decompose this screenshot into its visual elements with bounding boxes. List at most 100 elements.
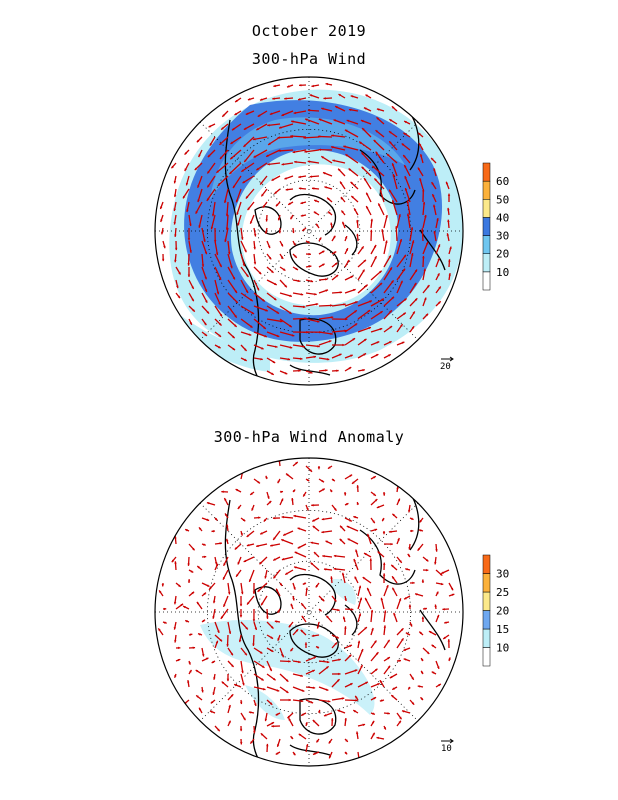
colorbar-tick-label: 20: [496, 605, 509, 618]
wind-arrow: [389, 673, 398, 679]
wind-arrow: [370, 720, 375, 727]
wind-arrow: [381, 517, 385, 522]
wind-arrow: [182, 188, 190, 199]
wind-arrow: [342, 616, 346, 623]
wind-arrow: [256, 543, 268, 548]
wind-arrow: [298, 84, 307, 87]
meridian-line: [199, 121, 419, 341]
wind-arrow: [321, 517, 333, 521]
wind-arrow: [396, 214, 401, 229]
wind-arrow: [405, 568, 411, 571]
anomaly-map: 10 15 20 25 30 10: [154, 457, 509, 767]
wind-arrow: [446, 233, 450, 242]
wind-arrow: [266, 647, 274, 653]
wind-arrow: [260, 188, 268, 197]
wind-arrow: [234, 543, 242, 550]
wind-arrow: [300, 214, 307, 217]
wind-arrow: [405, 632, 411, 636]
wind-arrow: [404, 175, 411, 190]
wind-arrow: [431, 671, 437, 675]
wind-arrow: [174, 634, 177, 643]
wind-arrow: [265, 214, 268, 222]
wind-arrow: [264, 227, 268, 234]
wind-arrow: [239, 725, 243, 732]
wind-arrow: [266, 253, 272, 260]
wind-arrow: [315, 738, 320, 743]
wind-arrow: [235, 488, 242, 493]
wind-arrow: [333, 554, 346, 558]
wind-map: 10 20 30 40 50 60 20: [154, 76, 509, 386]
wind-arrow: [267, 123, 281, 127]
wind-arrow: [370, 640, 377, 649]
wind-arrow: [383, 325, 393, 333]
wind-arrow: [331, 343, 345, 347]
wind-arrow: [370, 270, 383, 281]
wind-arrow: [213, 673, 216, 680]
wind-arrow: [318, 278, 328, 281]
wind-arrow: [226, 673, 230, 682]
wind-arrow: [253, 357, 263, 361]
wind-arrow: [316, 621, 320, 629]
wind-arrow: [383, 625, 387, 636]
wind-arrow: [344, 474, 353, 480]
wind-arrow: [292, 751, 296, 756]
wind-arrow: [396, 637, 404, 649]
wind-arrow: [422, 556, 429, 562]
wind-arrow: [396, 537, 400, 545]
wind-arrow: [421, 228, 424, 242]
wind-arrow: [418, 631, 424, 636]
wind-arrow: [284, 569, 294, 576]
wind-arrow: [331, 718, 334, 727]
wind-arrow: [305, 669, 316, 675]
wind-arrow: [240, 647, 248, 656]
wind-arrow: [240, 582, 244, 595]
wind-arrow: [275, 751, 281, 755]
wind-arrow: [201, 227, 206, 242]
reference-vector-label: 10: [441, 744, 452, 754]
wind-arrow: [281, 162, 294, 166]
wind-arrow: [272, 516, 281, 520]
wind-arrow: [357, 681, 369, 688]
wind-arrow: [417, 685, 424, 688]
wind-arrow: [171, 556, 177, 563]
wind-arrow: [309, 94, 320, 99]
wind-arrow: [414, 593, 424, 597]
wind-arrow: [173, 595, 177, 605]
wind-arrow: [318, 316, 334, 320]
wind-arrow: [370, 627, 374, 636]
wind-arrow: [201, 292, 208, 304]
wind-arrow: [388, 140, 398, 151]
wind-arrow: [318, 250, 325, 255]
wind-arrow: [222, 595, 229, 608]
wind-arrow: [376, 736, 385, 740]
wind-arrow: [162, 621, 167, 624]
wind-arrow: [444, 621, 450, 624]
wind-arrow: [343, 145, 359, 151]
wind-arrow: [391, 105, 398, 112]
wind-arrow: [325, 540, 333, 545]
wind-arrow: [435, 582, 444, 586]
wind-arrow: [207, 149, 216, 158]
wind-arrow: [409, 517, 414, 521]
wind-arrow: [253, 516, 261, 519]
wind-arrow: [344, 247, 349, 255]
wind-arrow: [381, 229, 385, 242]
wind-arrow: [318, 304, 333, 307]
wind-arrow: [157, 627, 164, 636]
wind-arrow: [227, 331, 236, 339]
wind-arrow: [312, 525, 320, 532]
wind-arrow: [206, 188, 216, 202]
wind-arrow: [188, 646, 196, 650]
wind-arrow: [249, 491, 255, 496]
wind-arrow: [273, 84, 281, 88]
wind-arrow: [214, 556, 218, 565]
colorbar-swatch: [482, 554, 491, 574]
wind-arrow: [227, 253, 233, 269]
wind-arrow: [373, 177, 385, 190]
wind-arrow: [317, 709, 321, 714]
wind-arrow: [318, 665, 330, 675]
wind-arrow: [383, 665, 391, 675]
wind-arrow: [447, 207, 450, 216]
wind-arrow: [318, 608, 323, 612]
wind-arrow: [370, 327, 383, 333]
